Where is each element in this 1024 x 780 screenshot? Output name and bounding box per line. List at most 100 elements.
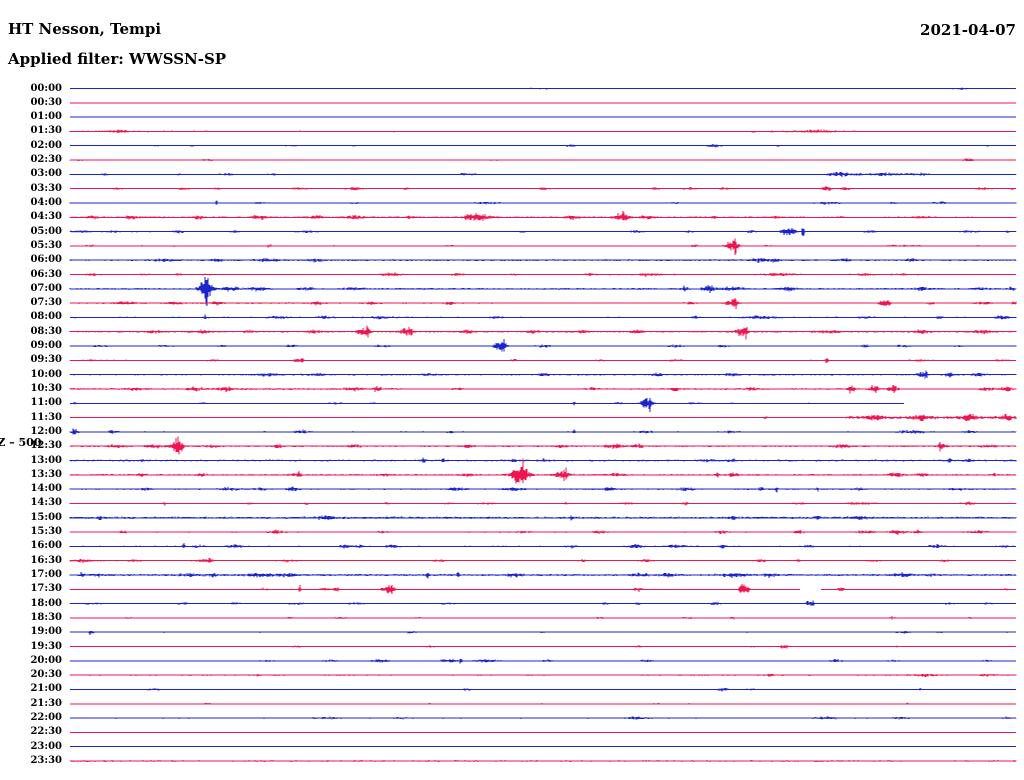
time-label: 12:30 bbox=[30, 440, 62, 452]
time-label: 03:30 bbox=[30, 182, 62, 194]
trace-waveform bbox=[69, 357, 1015, 363]
time-label: 09:00 bbox=[30, 340, 62, 352]
time-label: 20:30 bbox=[30, 669, 62, 681]
trace-waveform bbox=[636, 746, 639, 747]
trace-waveform bbox=[69, 370, 1017, 379]
trace-waveform bbox=[69, 659, 1016, 664]
time-label: 18:30 bbox=[30, 611, 62, 623]
trace-waveform bbox=[69, 325, 1017, 340]
time-label: 07:00 bbox=[30, 282, 62, 294]
trace-waveform bbox=[140, 688, 1010, 692]
trace-waveform bbox=[71, 616, 1005, 620]
time-label: 10:00 bbox=[30, 368, 62, 380]
trace-waveform bbox=[69, 583, 1015, 595]
channel-scale-label: HHZ – 500 bbox=[0, 436, 42, 449]
time-label: 17:00 bbox=[30, 568, 62, 580]
time-label: 00:30 bbox=[30, 96, 62, 108]
time-label: 13:30 bbox=[30, 468, 62, 480]
trace-waveform bbox=[72, 398, 817, 412]
time-label: 05:30 bbox=[30, 239, 62, 251]
trace-waveform bbox=[70, 314, 1017, 320]
trace-waveform bbox=[309, 731, 804, 734]
trace-waveform bbox=[69, 200, 1017, 205]
time-label: 11:30 bbox=[30, 411, 62, 423]
station-title: HT Nesson, Tempi bbox=[8, 20, 162, 38]
time-label: 15:00 bbox=[30, 511, 62, 523]
trace-waveform bbox=[69, 558, 1015, 563]
trace-waveform bbox=[69, 227, 1017, 236]
trace-waveform bbox=[72, 272, 1016, 277]
trace-waveform bbox=[122, 645, 981, 649]
trace-waveform bbox=[525, 87, 975, 90]
filter-label: Applied filter: WWSSN-SP bbox=[8, 50, 227, 68]
time-label: 03:00 bbox=[30, 168, 62, 180]
time-label: 19:30 bbox=[30, 640, 62, 652]
time-label: 22:30 bbox=[30, 726, 62, 738]
time-label: 21:30 bbox=[30, 697, 62, 709]
trace-waveform bbox=[69, 529, 1017, 536]
trace-waveform bbox=[70, 298, 1017, 309]
trace-waveform bbox=[149, 144, 990, 148]
time-label: 11:00 bbox=[30, 397, 62, 409]
trace-waveform bbox=[69, 129, 1016, 134]
date-label: 2021-04-07 bbox=[920, 21, 1016, 39]
trace-waveform bbox=[69, 428, 1017, 435]
time-label: 02:00 bbox=[30, 139, 62, 151]
time-label: 18:00 bbox=[30, 597, 62, 609]
trace-waveform bbox=[69, 572, 1017, 579]
time-label: 16:30 bbox=[30, 554, 62, 566]
time-label: 09:30 bbox=[30, 354, 62, 366]
time-label: 13:00 bbox=[30, 454, 62, 466]
trace-waveform bbox=[69, 501, 1017, 506]
time-label: 22:00 bbox=[30, 712, 62, 724]
time-label: 08:30 bbox=[30, 325, 62, 337]
trace-waveform bbox=[69, 457, 1017, 463]
time-label: 21:00 bbox=[30, 683, 62, 695]
time-label: 05:00 bbox=[30, 225, 62, 237]
time-label: 10:30 bbox=[30, 382, 62, 394]
trace-waveform bbox=[69, 211, 1017, 221]
time-label: 07:30 bbox=[30, 297, 62, 309]
trace-waveform bbox=[69, 158, 1016, 162]
time-label: 17:30 bbox=[30, 583, 62, 595]
trace-waveform bbox=[69, 339, 1017, 352]
trace-waveform bbox=[69, 171, 1017, 177]
trace-waveform bbox=[69, 515, 1017, 521]
time-label: 12:00 bbox=[30, 425, 62, 437]
trace-waveform bbox=[69, 760, 1017, 762]
time-label: 04:30 bbox=[30, 211, 62, 223]
trace-waveform bbox=[69, 673, 1017, 678]
time-label: 20:00 bbox=[30, 654, 62, 666]
time-label: 08:00 bbox=[30, 311, 62, 323]
trace-waveform bbox=[69, 458, 1016, 484]
time-label: 16:00 bbox=[30, 540, 62, 552]
trace-waveform bbox=[69, 486, 1017, 493]
time-label: 14:00 bbox=[30, 483, 62, 495]
trace-waveform bbox=[637, 414, 1017, 422]
time-label: 14:30 bbox=[30, 497, 62, 509]
trace-waveform bbox=[198, 702, 910, 705]
trace-waveform bbox=[74, 238, 1017, 256]
trace-waveform bbox=[87, 630, 1009, 635]
time-label: 01:00 bbox=[30, 111, 62, 123]
time-label: 06:30 bbox=[30, 268, 62, 280]
trace-waveform bbox=[69, 542, 1016, 549]
trace-waveform bbox=[70, 716, 1017, 720]
time-label: 00:00 bbox=[30, 82, 62, 94]
trace-waveform bbox=[69, 257, 1017, 263]
trace-waveform bbox=[69, 436, 1017, 455]
time-label: 06:00 bbox=[30, 254, 62, 266]
time-label: 19:00 bbox=[30, 626, 62, 638]
trace-waveform bbox=[69, 277, 1017, 306]
trace-waveform bbox=[653, 116, 659, 118]
trace-waveform bbox=[70, 186, 1015, 191]
time-label: 15:30 bbox=[30, 526, 62, 538]
time-label: 23:30 bbox=[30, 754, 62, 766]
time-label: 04:00 bbox=[30, 196, 62, 208]
time-label: 02:30 bbox=[30, 154, 62, 166]
trace-waveform bbox=[69, 385, 1017, 394]
time-label: 01:30 bbox=[30, 125, 62, 137]
trace-waveform bbox=[69, 600, 1015, 607]
